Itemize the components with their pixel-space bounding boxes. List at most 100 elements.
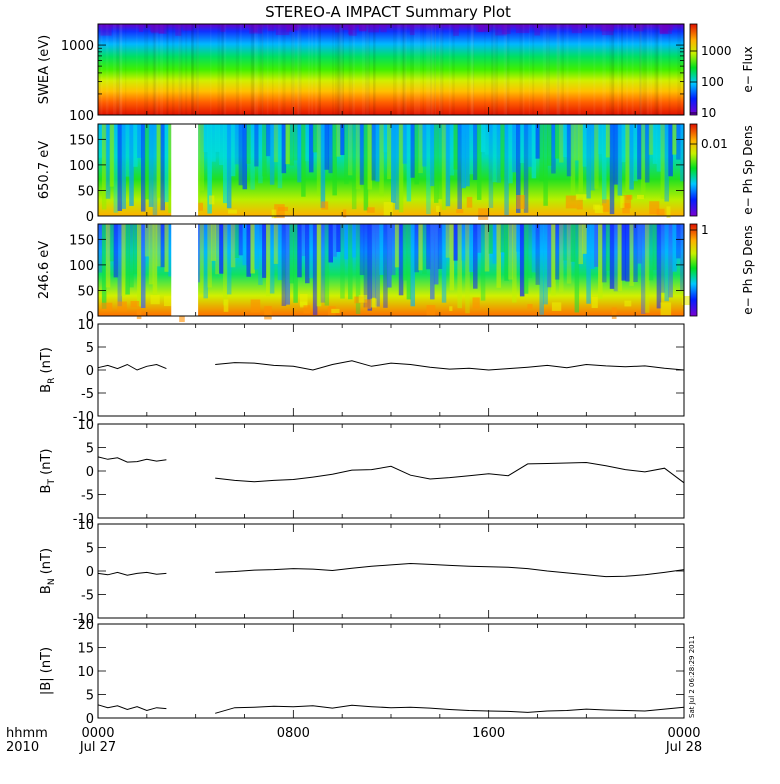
pad-246-streak: [211, 224, 216, 261]
swea-band: [348, 24, 357, 36]
pad-246-streak: [199, 224, 205, 291]
y-tick-label: 10: [77, 318, 94, 333]
pad-650-streak: [230, 124, 236, 177]
swea-streak: [118, 24, 123, 115]
pad-246-streak: [133, 224, 138, 274]
swea-streak: [561, 24, 565, 115]
pad-246-streak: [230, 224, 236, 268]
colorbar-label: e− Ph Sp Dens: [741, 225, 755, 314]
swea-streak: [472, 24, 475, 115]
pad-650-streak: [488, 124, 494, 208]
swea-streak: [401, 24, 405, 115]
swea-streak: [290, 24, 295, 115]
series-line-bt: [215, 461, 685, 484]
swea-streak: [426, 24, 431, 115]
pad-246-streak: [582, 224, 587, 254]
pad-246-streak: [301, 224, 306, 257]
pad-246-blob: [101, 302, 113, 312]
swea-streak: [577, 24, 581, 115]
pad-246-streak: [398, 224, 404, 296]
pad-246-streak: [308, 224, 314, 279]
pad-650-streak: [348, 124, 353, 176]
swea-streak: [337, 24, 341, 115]
pad-246-streak: [637, 224, 642, 264]
pad-246-streak: [121, 224, 126, 296]
swea-streak: [440, 24, 443, 115]
pad-246-streak: [562, 224, 568, 261]
pad-246-streak: [406, 224, 412, 300]
pad-650-streak: [308, 124, 314, 173]
panel-frame: [97, 423, 685, 519]
swea-streak: [311, 24, 314, 115]
pad-246-blob: [130, 301, 140, 308]
swea-streak: [373, 24, 375, 115]
pad-650-streak: [500, 124, 505, 178]
swea-band: [479, 24, 492, 32]
pad-650-streak: [144, 124, 150, 200]
panel-frame: [97, 523, 685, 619]
pad-246-streak: [156, 224, 162, 267]
swea-streak: [413, 24, 417, 115]
pad-246-streak: [496, 224, 501, 288]
y-tick-label: 15: [77, 642, 94, 657]
pad-246-streak: [519, 224, 525, 297]
pad-650-streak: [402, 124, 408, 164]
pad-650-streak: [621, 124, 626, 163]
pad-246-streak: [281, 224, 287, 306]
pad-650-streak: [234, 124, 240, 165]
swea-streak: [620, 24, 623, 115]
pad-650-streak: [418, 124, 423, 174]
pad-650-streak: [242, 124, 248, 190]
swea-band: [633, 24, 644, 32]
pad-246-streak: [574, 224, 580, 313]
pad-246-streak: [508, 224, 513, 280]
pad-650-streak: [383, 124, 388, 153]
pad-246-streak: [422, 224, 427, 274]
pad-246-streak: [402, 224, 408, 281]
swea-streak: [352, 24, 355, 115]
swea-streak: [639, 24, 641, 115]
colorbar-tick-label: 1: [701, 223, 709, 237]
pad-246-streak: [461, 224, 466, 261]
pad-246-streak: [570, 224, 576, 262]
pad-650-streak: [121, 124, 126, 209]
pad-246-blob: [370, 298, 377, 308]
pad-650-streak: [305, 124, 310, 162]
pad-246-streak: [258, 224, 263, 285]
pad-650-streak: [512, 124, 517, 173]
pad-650-streak: [562, 124, 568, 158]
swea-streak: [351, 24, 354, 115]
swea-streak: [334, 24, 339, 115]
y-tick-label: -10: [73, 410, 94, 425]
pad-246-streak: [566, 224, 572, 284]
swea-streak: [466, 24, 470, 115]
pad-246-streak: [441, 224, 447, 303]
pad-246-streak: [601, 224, 607, 283]
pad-246-streak: [644, 224, 650, 313]
pad-246-streak: [242, 224, 248, 266]
pad-246-streak: [652, 224, 658, 270]
pad-650-streak: [535, 124, 541, 159]
pad-650-streak: [273, 124, 279, 163]
swea-band: [138, 24, 144, 32]
pad-650-blob: [620, 196, 625, 208]
pad-246-streak: [426, 224, 431, 270]
pad-650-streak: [293, 124, 298, 161]
y-tick-label: 5: [86, 341, 94, 356]
pad-650-streak: [265, 124, 271, 157]
pad-650-blob: [649, 201, 660, 215]
swea-streak: [668, 24, 671, 115]
swea-streak: [342, 24, 344, 115]
pad-650-streak: [598, 124, 603, 155]
pad-650-streak: [332, 124, 337, 196]
pad-650-streak: [387, 124, 392, 180]
pad-246-blob: [624, 300, 632, 307]
pad-650-streak: [660, 124, 666, 199]
swea-streak: [640, 24, 642, 115]
swea-streak: [434, 24, 437, 115]
swea-streak: [178, 24, 181, 115]
pad-246-streak: [394, 224, 400, 268]
pad-246-streak: [504, 224, 509, 281]
pad-650-streak: [133, 124, 138, 167]
